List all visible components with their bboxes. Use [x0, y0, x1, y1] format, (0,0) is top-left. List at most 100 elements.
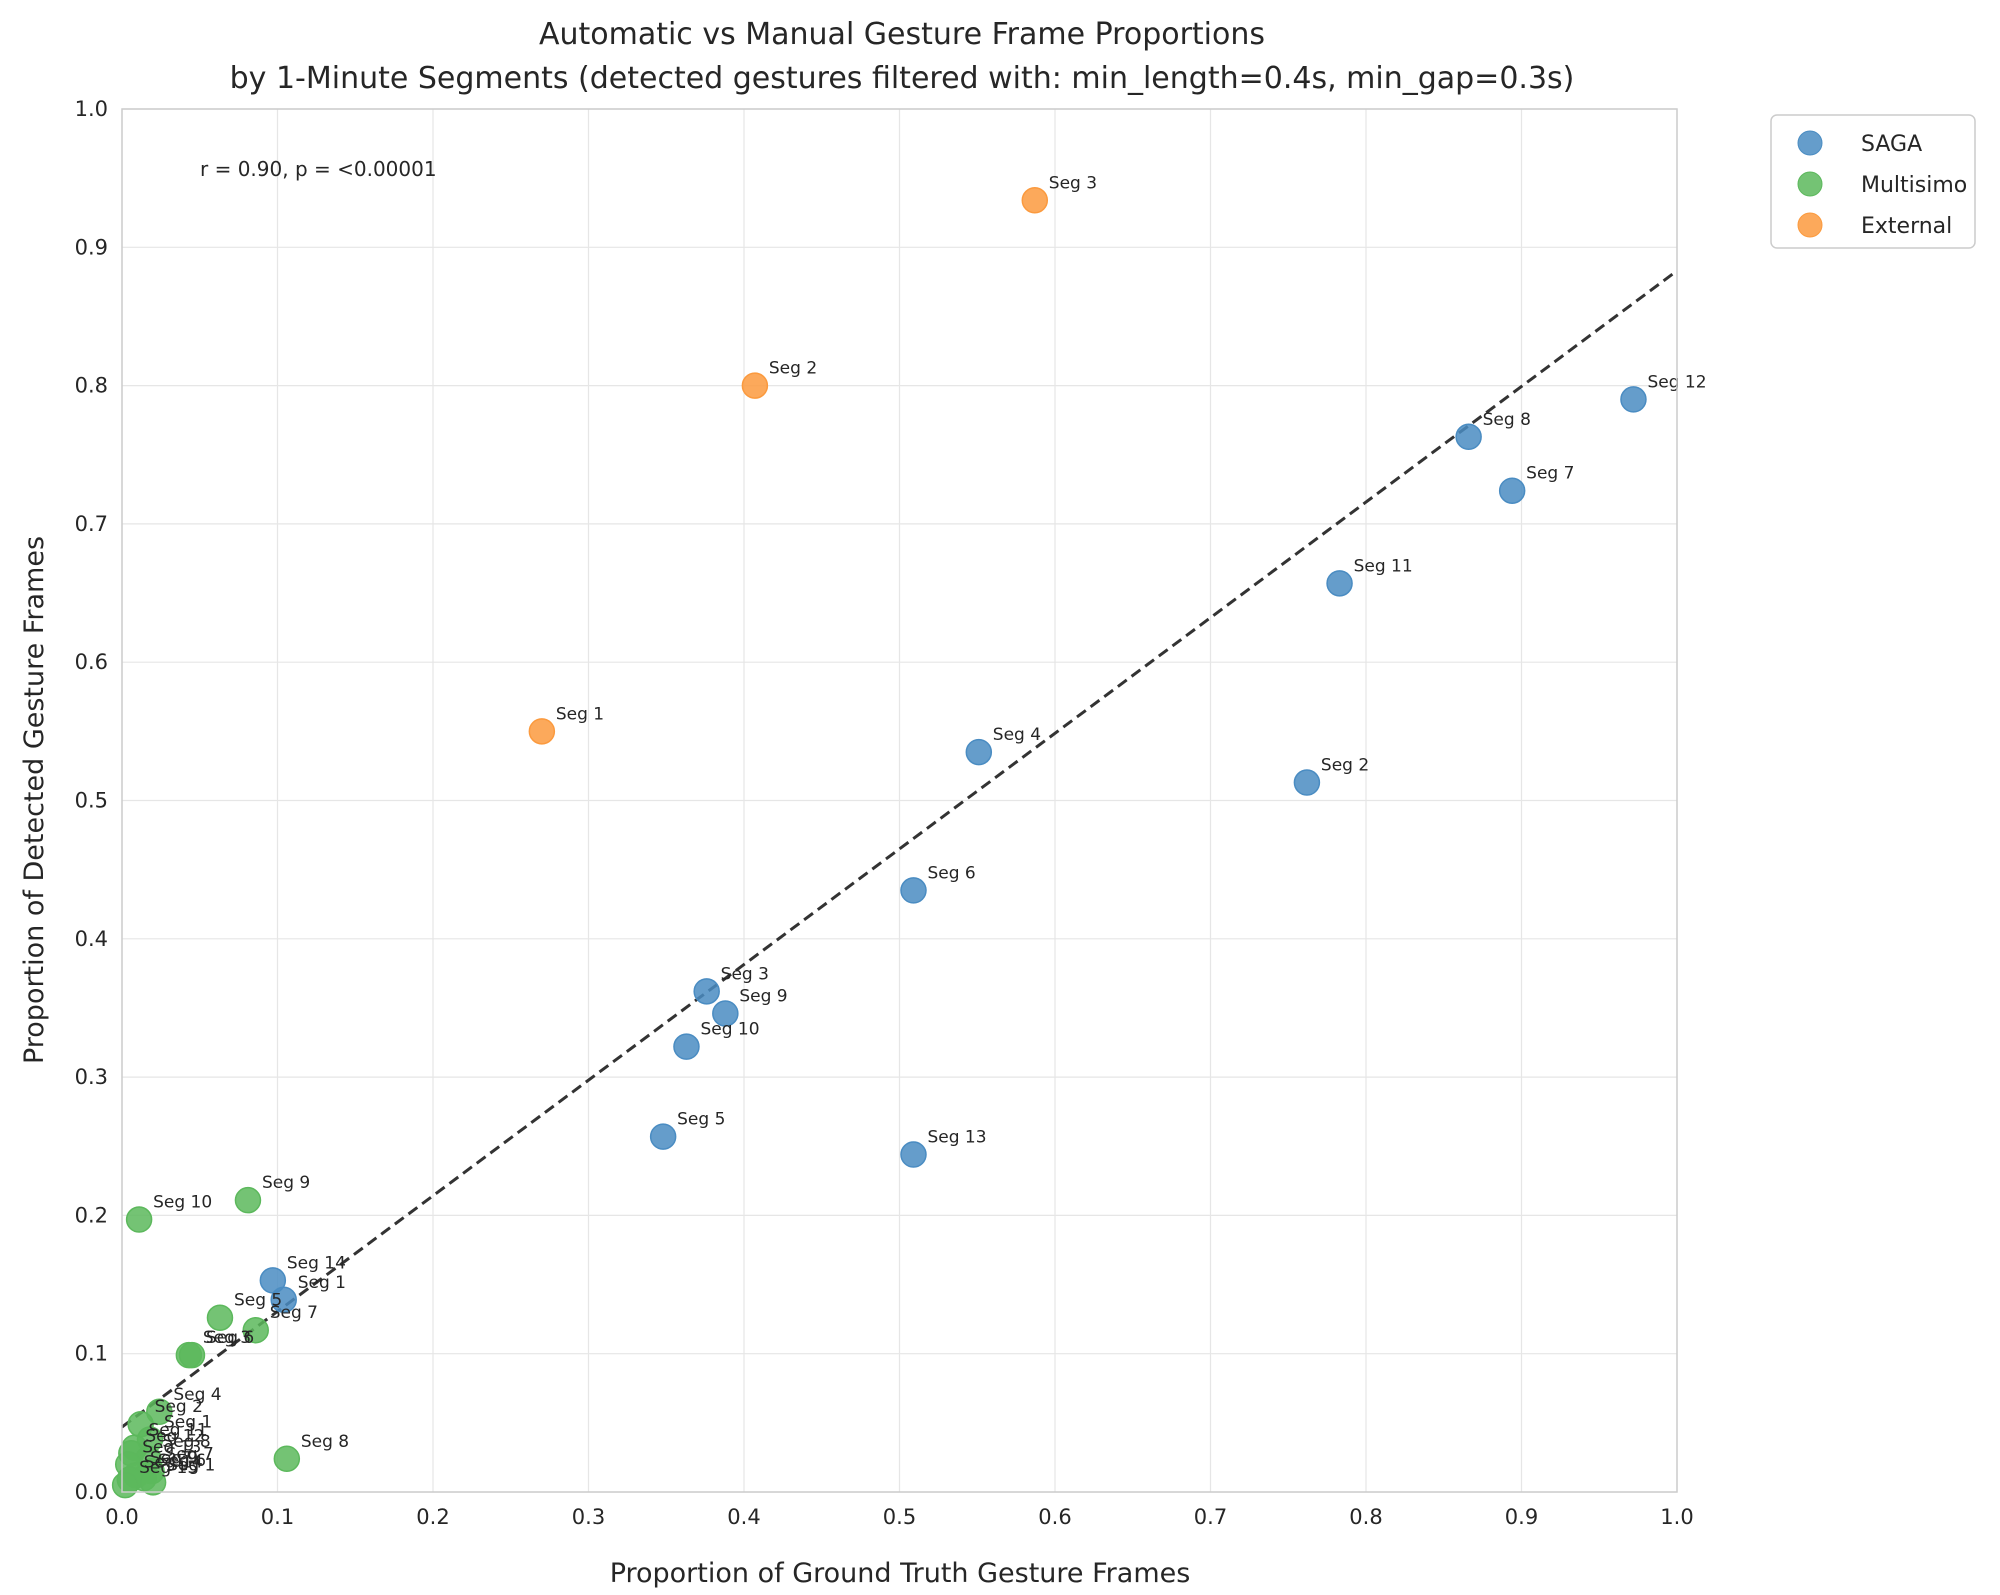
multisimo-point-label: Seg 2 [155, 1397, 203, 1417]
y-tick-label: 0.4 [75, 927, 108, 951]
y-tick-label: 0.7 [75, 512, 108, 536]
multisimo-point-label: Seg 13 [142, 1437, 201, 1457]
legend-label-saga: SAGA [1861, 132, 1922, 157]
external-point [1021, 187, 1049, 214]
saga-point-label: Seg 6 [927, 863, 975, 883]
saga-point-label: Seg 9 [739, 986, 787, 1006]
saga-point [673, 1033, 700, 1060]
chart-title-line-1: Automatic vs Manual Gesture Frame Propor… [539, 17, 1265, 52]
multisimo-point-label: Seg 9 [262, 1173, 310, 1193]
x-tick-label: 0.6 [1038, 1505, 1071, 1529]
multisimo-point [111, 1471, 139, 1499]
y-axis-ticks: 0.0 0.1 0.2 0.3 0.4 0.5 0.6 0.7 0.8 0.9 1.0 [75, 97, 108, 1504]
saga-point-label: Seg 14 [287, 1253, 346, 1273]
x-tick-label: 1.0 [1660, 1505, 1693, 1529]
multisimo-point-label: Seg 5 [234, 1291, 282, 1311]
saga-point [965, 738, 993, 766]
multisimo-point [139, 1469, 167, 1496]
legend: SAGA Multisimo External [1770, 114, 1976, 249]
saga-point [270, 1286, 297, 1314]
multisimo-point-label: Seg 10 [153, 1193, 212, 1213]
multisimo-point-label: Seg 3 [203, 1328, 251, 1348]
multisimo-point-label: Seg 7 [166, 1444, 214, 1464]
x-tick-label: 0.5 [883, 1505, 916, 1529]
x-tick-label: 0.4 [727, 1505, 760, 1529]
data-points [111, 187, 1647, 1499]
multisimo-point-label: Seg 8 [301, 1432, 349, 1452]
chart-title-line-2: by 1-Minute Segments (detected gestures … [230, 61, 1575, 96]
saga-point [900, 1141, 927, 1168]
saga-point [712, 1000, 739, 1027]
multisimo-point-label: Seg 6 [158, 1451, 206, 1471]
saga-point [649, 1123, 677, 1150]
multisimo-point-label: Seg 14 [144, 1453, 203, 1473]
multisimo-point [273, 1445, 301, 1473]
multisimo-point-label: Seg 8 [162, 1432, 210, 1452]
saga-point [1455, 423, 1482, 451]
multisimo-point-label: Seg 12 [145, 1426, 204, 1446]
y-tick-label: 0.0 [75, 1480, 108, 1504]
multisimo-point-label: Seg 15 [139, 1458, 198, 1478]
saga-point-label: Seg 3 [721, 964, 769, 984]
x-tick-label: 0.9 [1505, 1505, 1538, 1529]
x-axis-ticks: 0.0 0.1 0.2 0.3 0.4 0.5 0.6 0.7 0.8 0.9 1.0 [105, 1505, 1693, 1529]
external-point-label: Seg 1 [556, 704, 604, 724]
y-tick-label: 0.3 [75, 1065, 108, 1089]
y-tick-label: 0.1 [75, 1342, 108, 1366]
legend-label-external: External [1861, 214, 1952, 239]
multisimo-point-label: Seg 6 [206, 1328, 254, 1348]
y-tick-label: 0.9 [75, 235, 108, 259]
saga-point-label: Seg 7 [1526, 464, 1574, 484]
y-tick-label: 0.2 [75, 1203, 108, 1227]
multisimo-point [178, 1341, 206, 1369]
multisimo-point [234, 1186, 262, 1214]
external-point [741, 372, 769, 399]
multisimo-point-label: Seg 4 [173, 1385, 221, 1405]
multisimo-point-label: Seg 9 [150, 1448, 198, 1468]
saga-point [1326, 570, 1353, 597]
saga-point [693, 978, 720, 1005]
legend-marker-multisimo [1797, 171, 1823, 197]
saga-point-label: Seg 4 [993, 725, 1041, 745]
x-tick-label: 0.1 [261, 1505, 294, 1529]
x-tick-label: 0.0 [105, 1505, 138, 1529]
correlation-annotation: r = 0.90, p = <0.00001 [200, 157, 437, 181]
legend-label-multisimo: Multisimo [1861, 173, 1967, 198]
x-axis-label: Proportion of Ground Truth Gesture Frame… [610, 1558, 1191, 1589]
x-tick-label: 0.2 [416, 1505, 449, 1529]
multisimo-point [146, 1398, 173, 1426]
saga-point-label: Seg 10 [700, 1020, 759, 1040]
saga-point [1620, 386, 1647, 413]
x-tick-label: 0.7 [1194, 1505, 1227, 1529]
y-tick-label: 0.5 [75, 789, 108, 813]
plot-frame [121, 108, 1678, 1493]
saga-point [900, 877, 927, 904]
saga-point-label: Seg 8 [1483, 410, 1531, 430]
legend-marker-external [1797, 212, 1823, 238]
external-point-label: Seg 3 [1049, 173, 1097, 193]
saga-point-label: Seg 11 [1354, 556, 1413, 576]
saga-point-label: Seg 2 [1321, 756, 1369, 776]
saga-point-label: Seg 5 [677, 1110, 725, 1130]
external-point-label: Seg 2 [769, 359, 817, 379]
legend-box [1770, 114, 1976, 249]
multisimo-point-label: Seg 1 [167, 1455, 215, 1475]
multisimo-point [125, 1206, 153, 1233]
y-tick-label: 1.0 [75, 97, 108, 121]
external-point [528, 718, 556, 745]
saga-point [1293, 769, 1321, 796]
multisimo-point [242, 1316, 269, 1344]
multisimo-point [206, 1304, 234, 1331]
x-tick-label: 0.3 [572, 1505, 605, 1529]
multisimo-point-label: Seg 11 [148, 1421, 207, 1441]
x-tick-label: 0.8 [1349, 1505, 1382, 1529]
y-axis-label: Proportion of Detected Gesture Frames [19, 536, 50, 1064]
legend-marker-saga [1797, 130, 1823, 156]
saga-point [1498, 477, 1526, 504]
saga-point-label: Seg 1 [298, 1273, 346, 1293]
saga-point-label: Seg 13 [927, 1128, 986, 1148]
multisimo-point-label: Seg 7 [270, 1303, 318, 1323]
